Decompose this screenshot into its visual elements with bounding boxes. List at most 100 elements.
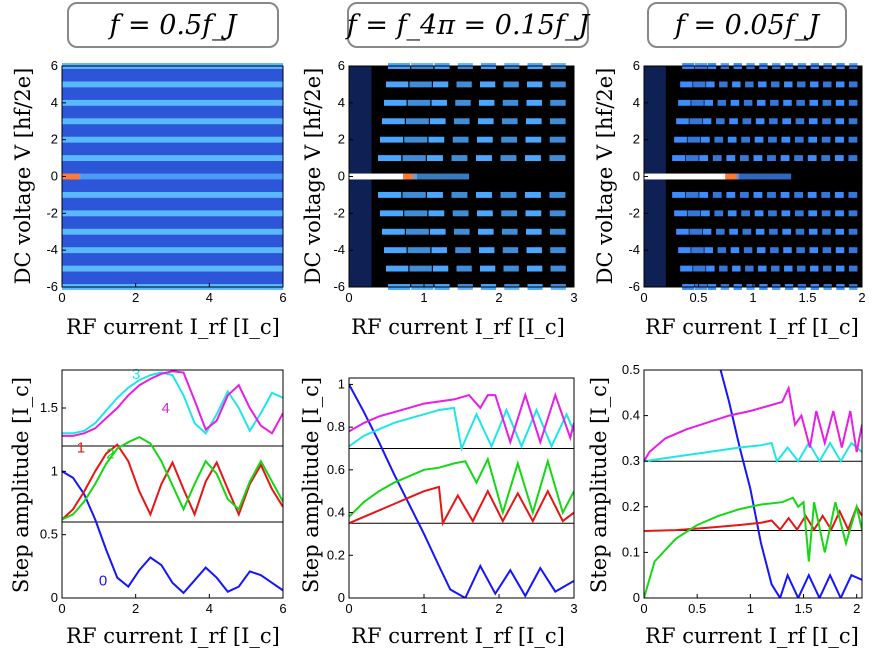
step-band (62, 191, 283, 198)
step-band (700, 210, 710, 217)
step-band (456, 81, 472, 88)
step-band (550, 118, 566, 125)
step-band (409, 81, 432, 88)
y-tick-label: 6 (338, 58, 345, 73)
step-band (770, 247, 779, 254)
step-band (427, 155, 443, 162)
step-band (835, 136, 844, 143)
step-band (480, 265, 496, 272)
step-band (550, 81, 566, 88)
x-tick-label: 2 (853, 601, 860, 616)
step-band (404, 136, 428, 143)
step-band (808, 136, 818, 143)
step-band (550, 228, 566, 235)
step-band (693, 265, 706, 272)
step-band (700, 136, 710, 143)
x-tick-label: 1 (420, 290, 427, 305)
step-band (706, 81, 715, 88)
step-band (689, 118, 703, 125)
y-tick-label: 0 (633, 590, 640, 605)
step-band (836, 81, 845, 88)
series-4-line (349, 391, 574, 446)
plot-frame (643, 65, 863, 288)
step-band (729, 228, 738, 235)
step-band (808, 210, 818, 217)
step-band (758, 265, 767, 272)
step-band (770, 99, 779, 106)
step-band (730, 247, 740, 254)
step-band (687, 210, 701, 217)
heatmap-panel-2: 0 1 2 3 -6 -4 -2 0 2 4 6 (333, 58, 577, 305)
step-band (822, 247, 832, 254)
step-band (386, 265, 409, 272)
step-band (550, 247, 566, 254)
step-band (455, 247, 471, 254)
step-band (672, 191, 686, 198)
curve-label-2: 2 (106, 446, 114, 463)
step-band (674, 136, 687, 143)
step-band (754, 210, 764, 217)
step-band (672, 155, 686, 162)
step-band (809, 99, 819, 106)
heatmap-panel-1: 0 2 4 6 -6 -4 -2 0 2 4 6 (46, 58, 286, 305)
curve-label-0: 0 (99, 572, 107, 589)
step-band (501, 136, 518, 143)
y-tick-label: 0.6 (327, 462, 345, 477)
step-band (702, 228, 712, 235)
y-tick-label: 6 (51, 58, 58, 73)
step-band (730, 99, 740, 106)
step-band (62, 247, 283, 254)
step-band (430, 118, 446, 125)
step-band (678, 99, 691, 106)
step-band (62, 118, 283, 125)
x-tick-label: 3 (570, 601, 577, 616)
step-band (527, 265, 543, 272)
y-tick-label: 6 (633, 58, 640, 73)
x-tick-label: 3 (570, 290, 577, 305)
step-band (527, 81, 543, 88)
series-0-line (349, 383, 574, 598)
step-band (549, 210, 566, 217)
step-band (741, 136, 750, 143)
step-band (767, 155, 776, 162)
step-band (810, 81, 819, 88)
step-band (378, 191, 402, 198)
step-band (680, 265, 693, 272)
step-band (821, 210, 831, 217)
xlabel-4: RF current I_rf [I_c] (66, 624, 280, 648)
ylabel-6: Step amplitude [I_c] (587, 377, 611, 593)
ylabel-2: DC voltage V [hf/2e] (301, 68, 325, 285)
step-band (742, 228, 752, 235)
x-tick-label: 2 (495, 601, 502, 616)
step-band (502, 247, 519, 254)
step-band (526, 118, 542, 125)
x-tick-label: 0.5 (689, 290, 707, 305)
x-tick-label: 0 (58, 601, 65, 616)
step-band (502, 118, 518, 125)
x-tick-label: 1 (420, 601, 427, 616)
y-tick-label: -2 (628, 205, 640, 220)
y-tick-label: -4 (628, 242, 640, 257)
step-band (849, 265, 858, 272)
step-band (719, 265, 728, 272)
y-tick-label: 2 (338, 132, 345, 147)
step-band (689, 228, 703, 235)
step-band (477, 136, 493, 143)
series-2-line (62, 435, 283, 521)
y-tick-label: -6 (628, 279, 640, 294)
step-band (742, 118, 752, 125)
step-band (526, 228, 542, 235)
step-band (382, 228, 405, 235)
series-3-line (62, 371, 283, 435)
step-band (727, 210, 737, 217)
step-band (741, 210, 750, 217)
step-band (409, 265, 432, 272)
step-band (807, 191, 817, 198)
x-tick-label: 2 (132, 290, 139, 305)
step-band (717, 247, 727, 254)
series-0-line (62, 470, 283, 595)
series-0-line (719, 370, 862, 598)
step-band (674, 210, 687, 217)
title-3: f = 0.05f_J (673, 10, 821, 41)
step-band (768, 210, 777, 217)
